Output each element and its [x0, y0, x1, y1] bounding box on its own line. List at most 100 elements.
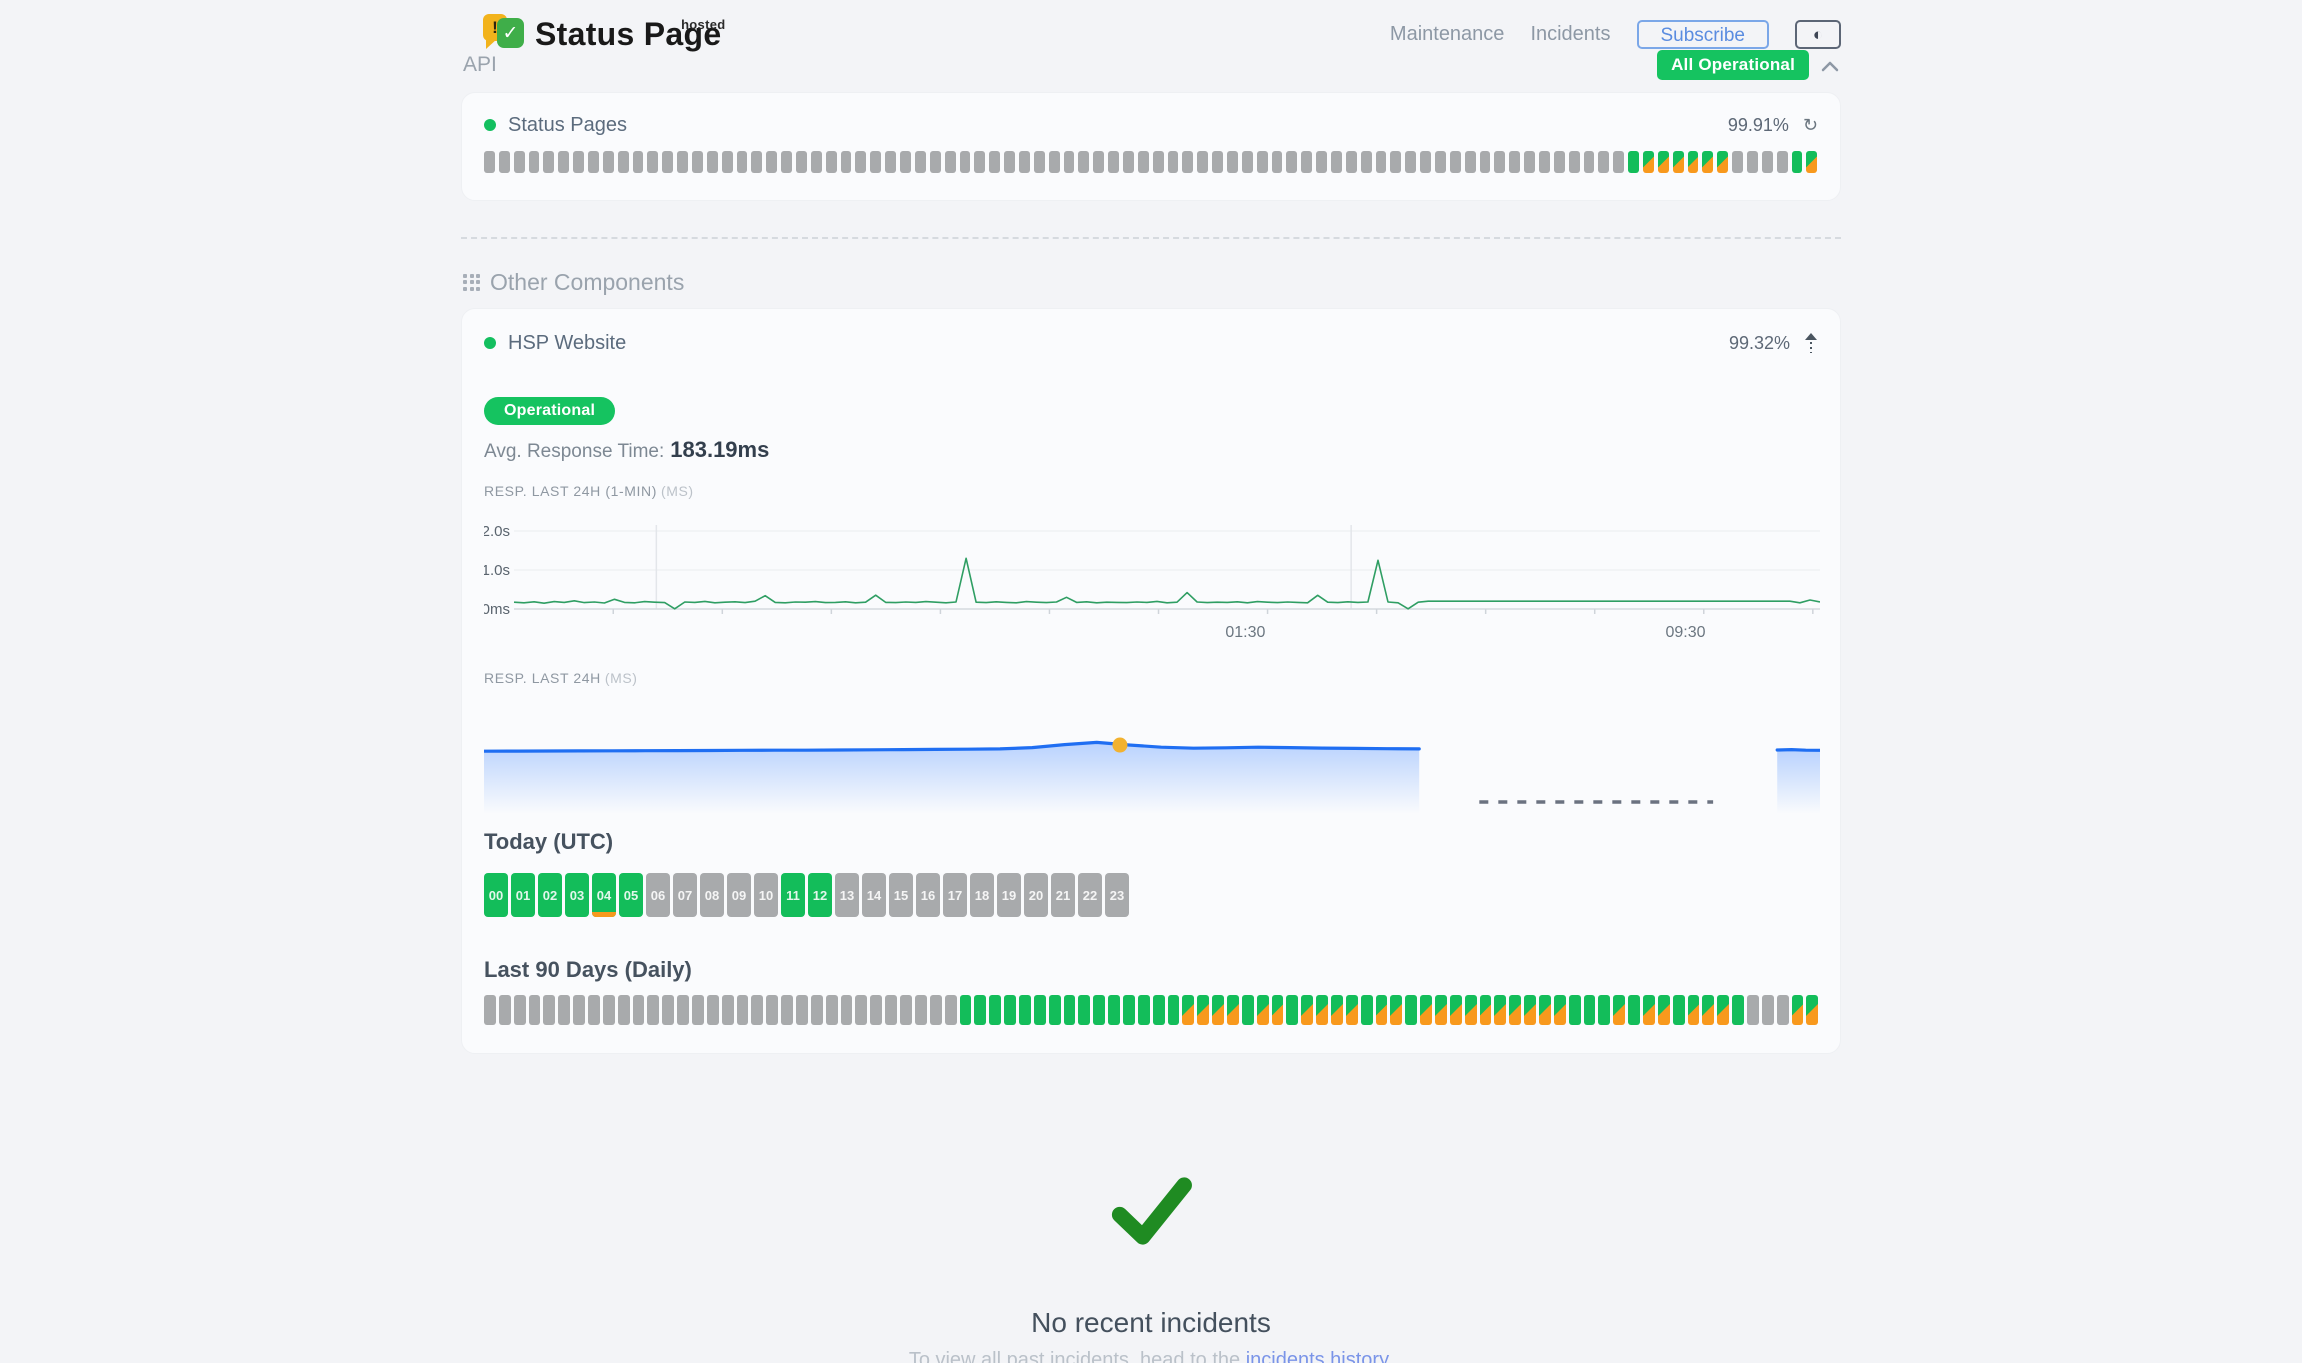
daily-uptime-bar — [1806, 995, 1819, 1025]
hour-cell: 01 — [511, 873, 535, 917]
uptime-bar — [1732, 151, 1744, 173]
hsp-website-card: HSP Website 99.32% Operational Avg. Resp… — [461, 308, 1841, 1054]
half-circle-icon: ◐ — [1812, 24, 1824, 44]
daily-uptime-bar — [1449, 995, 1462, 1025]
logo-superscript: hosted — [681, 17, 726, 32]
hour-cell: 10 — [754, 873, 778, 917]
svg-text:0ms: 0ms — [484, 601, 510, 618]
daily-uptime-bar — [825, 995, 838, 1025]
daily-uptime-bar — [1613, 995, 1626, 1025]
daily-uptime-bar — [647, 995, 660, 1025]
uptime-bar — [558, 151, 570, 173]
uptime-bar — [1747, 151, 1758, 173]
uptime-bar — [528, 151, 540, 173]
avg-response-time: Avg. Response Time: 183.19ms — [484, 437, 770, 462]
daily-uptime-bar — [1004, 995, 1016, 1025]
subscribe-button[interactable]: Subscribe — [1636, 20, 1769, 49]
daily-uptime-bar — [1568, 995, 1581, 1025]
uptime-bar — [1330, 151, 1342, 173]
uptime-bar — [706, 151, 718, 173]
daily-uptime-bar — [870, 995, 883, 1025]
uptime-bar — [1122, 151, 1134, 173]
uptime-bar — [900, 151, 911, 173]
uptime-bar — [1479, 151, 1491, 173]
uptime-bar — [1226, 151, 1238, 173]
daily-uptime-bar — [1182, 995, 1195, 1025]
uptime-bar — [736, 151, 748, 173]
component-status-pages: Status Pages — [484, 114, 627, 137]
daily-uptime-bar — [1152, 995, 1165, 1025]
uptime-percentage: 99.32% — [1728, 332, 1790, 353]
uptime-bar — [1806, 151, 1818, 173]
uptime-bar — [721, 151, 733, 173]
daily-uptime-bar — [1687, 995, 1700, 1025]
daily-uptime-bar — [1598, 995, 1611, 1025]
hour-cell: 00 — [484, 873, 508, 917]
hour-cell: 19 — [997, 873, 1021, 917]
svg-text:01:30: 01:30 — [1225, 624, 1265, 641]
daily-uptime-bar — [692, 995, 704, 1025]
uptime-bar — [855, 151, 867, 173]
daily-uptime-bar — [914, 995, 927, 1025]
uptime-bar — [1271, 151, 1283, 173]
api-section-title: API — [463, 53, 497, 76]
daily-uptime-bar — [1509, 995, 1522, 1025]
uptime-bar — [692, 151, 703, 173]
nav-incidents[interactable]: Incidents — [1530, 23, 1611, 45]
uptime-bar — [1167, 151, 1179, 173]
hour-cell: 15 — [889, 873, 913, 917]
uptime-bar — [588, 151, 599, 173]
daily-uptime-bar — [1286, 995, 1299, 1025]
last-90-days-bars — [484, 995, 1819, 1025]
daily-uptime-bar — [885, 995, 898, 1025]
uptime-bar — [1360, 151, 1372, 173]
daily-uptime-bar — [929, 995, 942, 1025]
uptime-bar — [1509, 151, 1521, 173]
daily-uptime-bar — [662, 995, 675, 1025]
daily-uptime-bar — [1212, 995, 1224, 1025]
hour-cell: 08 — [700, 873, 724, 917]
uptime-bar — [1717, 151, 1729, 173]
daily-uptime-bar — [1390, 995, 1403, 1025]
uptime-bar — [1256, 151, 1268, 173]
uptime-bar — [1004, 151, 1015, 173]
hour-cell: 18 — [970, 873, 994, 917]
daily-uptime-bar — [706, 995, 719, 1025]
incidents-history-link[interactable]: incidents history — [1245, 1349, 1388, 1363]
logo-title: Status Page hosted — [535, 14, 725, 54]
daily-uptime-bar — [1717, 995, 1730, 1025]
uptime-bar — [1301, 151, 1313, 173]
hour-cell: 21 — [1051, 873, 1075, 917]
daily-uptime-bar — [1583, 995, 1596, 1025]
daily-uptime-bar — [528, 995, 541, 1025]
daily-uptime-bar — [989, 995, 1002, 1025]
collapse-arrow-icon[interactable] — [1804, 332, 1818, 354]
other-components-title: Other Components — [463, 269, 684, 296]
daily-uptime-bar — [1063, 995, 1076, 1025]
daily-uptime-bar — [1226, 995, 1239, 1025]
header-nav: Maintenance Incidents Subscribe ◐ — [1390, 20, 1841, 49]
uptime-bar — [796, 151, 807, 173]
chevron-up-icon[interactable] — [1821, 61, 1839, 72]
daily-uptime-bar — [781, 995, 794, 1025]
no-recent-incidents-title: No recent incidents — [1031, 1307, 1271, 1338]
today-heading: Today (UTC) — [484, 829, 614, 854]
refresh-icon[interactable]: ↻ — [1802, 115, 1818, 135]
uptime-bar — [1078, 151, 1090, 173]
daily-uptime-bar — [588, 995, 600, 1025]
theme-toggle-button[interactable]: ◐ — [1795, 20, 1841, 49]
uptime-bar — [1702, 151, 1714, 173]
daily-uptime-bar — [1137, 995, 1150, 1025]
nav-maintenance[interactable]: Maintenance — [1389, 23, 1505, 45]
uptime-bar — [1018, 151, 1030, 173]
logo[interactable]: ! ✓ Status Page hosted — [483, 14, 725, 54]
uptime-bar — [766, 151, 778, 173]
api-section-header: API All Operational — [461, 50, 1841, 80]
status-dot — [484, 119, 496, 131]
dashed-separator — [461, 237, 1841, 239]
hour-cell: 20 — [1024, 873, 1048, 917]
uptime-bar — [1197, 151, 1209, 173]
uptime-bar — [662, 151, 674, 173]
hour-cell: 03 — [565, 873, 589, 917]
daily-uptime-bar — [855, 995, 868, 1025]
